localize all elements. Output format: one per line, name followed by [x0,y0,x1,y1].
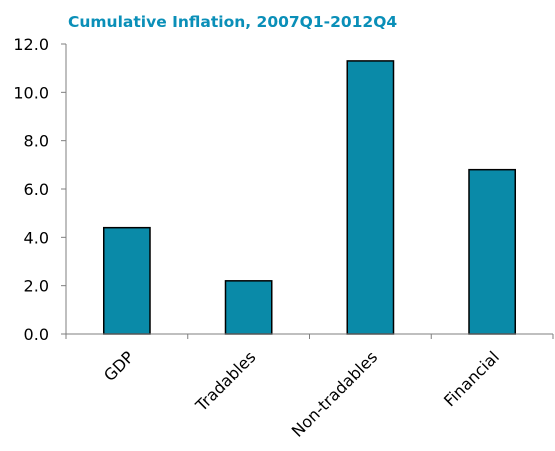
x-axis: GDP Tradables Non-tradables Financial [65,333,554,441]
x-category-label: Tradables [191,347,259,415]
bar-financial [468,168,517,335]
y-tick-label: 8.0 [24,132,49,151]
bars [102,60,517,335]
bar-non-tradables [346,60,395,335]
x-category-label: Financial [440,347,503,410]
x-category-label: GDP [100,347,138,385]
y-tick-label: 0.0 [24,325,49,344]
bar-tradables [224,280,273,335]
y-tick-label: 6.0 [24,180,49,199]
y-axis: 0.0 2.0 4.0 6.0 8.0 10.0 12.0 [13,35,67,344]
y-tick-label: 10.0 [13,83,49,102]
chart-title: Cumulative Inflation, 2007Q1-2012Q4 [68,13,397,31]
bar-gdp [102,226,151,335]
x-category-label: Non-tradables [288,347,381,440]
y-tick-label: 4.0 [24,228,49,247]
y-tick-label: 12.0 [13,35,49,54]
y-tick-label: 2.0 [24,277,49,296]
